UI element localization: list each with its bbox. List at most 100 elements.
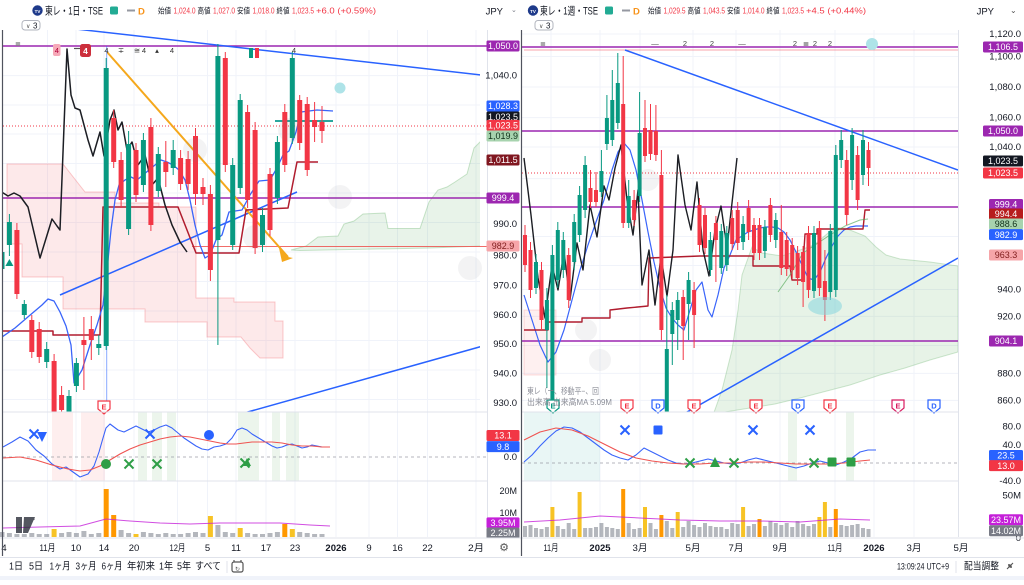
svg-text:1,120.0: 1,120.0: [989, 29, 1021, 40]
svg-text:E: E: [827, 402, 832, 411]
svg-text:1,023.5: 1,023.5: [988, 156, 1018, 166]
svg-text:1,060.0: 1,060.0: [989, 113, 1021, 124]
svg-text:20: 20: [129, 543, 140, 554]
svg-text:東レ・1日・TSE: 東レ・1日・TSE: [45, 5, 103, 18]
svg-text:80.0: 80.0: [1003, 422, 1022, 433]
svg-text:999.4: 999.4: [995, 200, 1018, 210]
svg-text:—: —: [738, 39, 746, 48]
svg-text:1,029.5: 1,029.5: [664, 7, 686, 16]
svg-text:9月: 9月: [773, 543, 788, 554]
svg-text:≅: ≅: [134, 46, 140, 55]
svg-text:50M: 50M: [1003, 491, 1022, 502]
svg-text:13.0: 13.0: [997, 461, 1015, 471]
svg-text:1,080.0: 1,080.0: [989, 82, 1021, 93]
svg-text:880.0: 880.0: [997, 368, 1021, 379]
svg-text:1ヶ月: 1ヶ月: [50, 561, 71, 573]
svg-text:16: 16: [392, 543, 403, 554]
svg-text:5月: 5月: [954, 543, 969, 554]
svg-text:7月: 7月: [729, 543, 744, 554]
svg-text:5日: 5日: [29, 562, 43, 573]
svg-text:1日: 1日: [9, 562, 23, 573]
svg-text:12月: 12月: [170, 543, 186, 554]
svg-text:3ヶ月: 3ヶ月: [76, 561, 97, 573]
svg-text:配当調整: 配当調整: [964, 560, 999, 573]
svg-text:9.8: 9.8: [497, 442, 510, 452]
svg-text:安値: 安値: [237, 6, 250, 16]
svg-text:11月: 11月: [828, 543, 843, 554]
svg-text:∨: ∨: [26, 24, 30, 30]
svg-text:+4.5 (+0.44%): +4.5 (+0.44%): [806, 7, 866, 16]
svg-text:E: E: [753, 402, 758, 411]
svg-text:11月: 11月: [544, 543, 559, 554]
svg-text:3: 3: [546, 22, 551, 31]
svg-text:22: 22: [422, 543, 433, 554]
svg-text:1,043.5: 1,043.5: [703, 7, 725, 16]
svg-text:10: 10: [71, 543, 82, 554]
svg-text:13:09:24 UTC+9: 13:09:24 UTC+9: [897, 562, 949, 573]
svg-text:0.0: 0.0: [504, 452, 517, 463]
svg-text:D: D: [655, 402, 661, 411]
svg-text:2026: 2026: [325, 543, 346, 554]
svg-text:23.57M: 23.57M: [991, 515, 1021, 525]
svg-text:1,023.5: 1,023.5: [782, 7, 804, 16]
svg-text:TV: TV: [35, 9, 41, 14]
svg-text:940.0: 940.0: [493, 369, 517, 380]
svg-text:5: 5: [205, 543, 210, 554]
svg-text:東レ（ー、移動平−、回: 東レ（ー、移動平−、回: [527, 386, 599, 396]
svg-text:高値: 高値: [198, 6, 211, 16]
svg-text:≣: ≣: [540, 39, 546, 48]
svg-text:D: D: [138, 7, 145, 18]
svg-text:2026: 2026: [863, 543, 884, 554]
svg-text:D: D: [795, 402, 801, 411]
svg-text:⚙: ⚙: [499, 542, 509, 554]
svg-text:JPY: JPY: [977, 7, 995, 18]
svg-text:3.95M: 3.95M: [490, 518, 515, 528]
svg-text:999.4: 999.4: [492, 193, 515, 203]
svg-text:5年: 5年: [177, 560, 191, 573]
svg-text:安値: 安値: [727, 6, 740, 16]
svg-text:988.6: 988.6: [995, 219, 1018, 229]
svg-text:年初来: 年初来: [127, 560, 155, 573]
svg-text:1,027.0: 1,027.0: [213, 7, 235, 16]
svg-text:970.0: 970.0: [493, 281, 517, 292]
svg-text:14: 14: [99, 543, 110, 554]
svg-text:13.1: 13.1: [494, 431, 512, 441]
svg-text:E: E: [101, 403, 106, 412]
svg-text:JPY: JPY: [486, 7, 504, 18]
svg-text:990.0: 990.0: [493, 219, 517, 230]
svg-text:E: E: [895, 402, 900, 411]
svg-text:1,018.0: 1,018.0: [253, 7, 275, 16]
svg-text:始値: 始値: [648, 6, 661, 16]
svg-text:2: 2: [813, 39, 817, 48]
svg-text:D: D: [633, 7, 640, 18]
svg-text:3月: 3月: [907, 543, 922, 554]
svg-text:1,040.0: 1,040.0: [989, 142, 1021, 153]
svg-text:20M: 20M: [499, 486, 517, 496]
svg-text:1,100.0: 1,100.0: [989, 52, 1021, 63]
svg-text:4: 4: [55, 46, 59, 55]
svg-text:⌄: ⌄: [511, 7, 517, 14]
svg-text:+6.0 (+0.59%): +6.0 (+0.59%): [316, 7, 376, 16]
svg-text:40.0: 40.0: [1003, 440, 1022, 451]
svg-text:994.4: 994.4: [995, 209, 1018, 219]
svg-text:4: 4: [170, 46, 174, 55]
svg-text:≣: ≣: [803, 39, 809, 48]
svg-text:2025: 2025: [589, 543, 611, 554]
svg-text:≣: ≣: [15, 39, 21, 48]
svg-text:980.0: 980.0: [493, 251, 517, 262]
svg-text:1,011.5: 1,011.5: [488, 155, 517, 165]
svg-text:E: E: [691, 402, 696, 411]
svg-text:1,014.0: 1,014.0: [743, 7, 765, 16]
svg-text:17: 17: [261, 543, 272, 554]
svg-text:D: D: [931, 402, 937, 411]
svg-text:▴: ▴: [155, 46, 159, 55]
svg-text:940.0: 940.0: [997, 285, 1021, 296]
svg-text:4: 4: [292, 46, 296, 55]
svg-text:2: 2: [710, 39, 714, 48]
svg-text:高値: 高値: [688, 6, 701, 16]
svg-text:2.25M: 2.25M: [490, 528, 515, 538]
svg-text:23.5: 23.5: [997, 451, 1015, 461]
svg-text:E: E: [624, 402, 629, 411]
svg-text:東レ・1週・TSE: 東レ・1週・TSE: [540, 5, 598, 18]
svg-text:11月: 11月: [40, 543, 56, 554]
